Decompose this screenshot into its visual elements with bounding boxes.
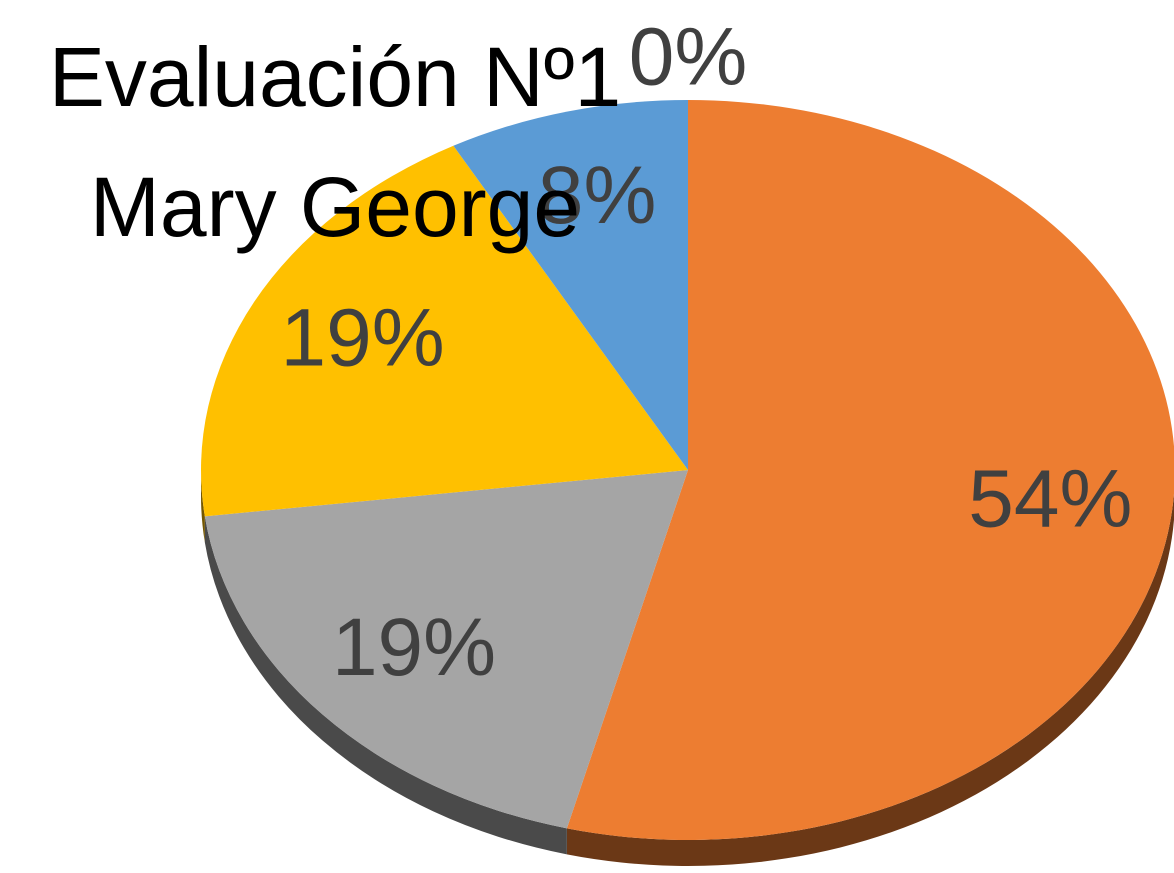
data-label: 54% (968, 453, 1132, 544)
pie-side (201, 470, 205, 543)
data-label: 19% (332, 602, 496, 693)
pie-slice (200, 145, 688, 517)
data-label: 19% (280, 293, 444, 384)
data-label: 8% (538, 150, 657, 241)
chart-title: Evaluación Nº1 Mary George (48, 30, 622, 254)
pie-slice (204, 470, 688, 829)
pie-side (204, 516, 567, 855)
pie-slice (453, 100, 688, 470)
pie-slice (566, 100, 1174, 840)
data-label: 0% (629, 12, 748, 103)
